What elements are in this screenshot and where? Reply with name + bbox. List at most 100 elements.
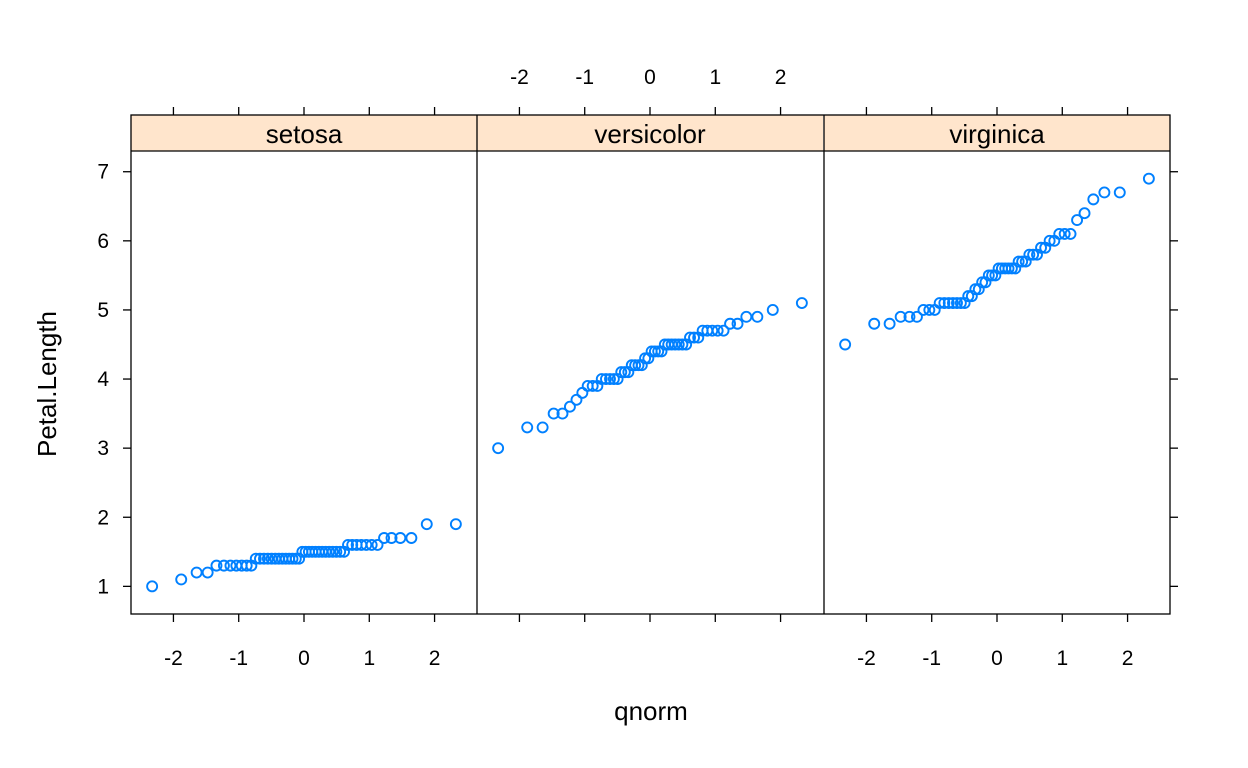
data-point (1005, 262, 1018, 275)
data-point (635, 359, 648, 372)
data-point (629, 359, 642, 372)
data-point (1027, 248, 1040, 261)
x-tick-label-top: 1 (709, 66, 721, 89)
data-point (1098, 186, 1111, 199)
data-point (334, 545, 347, 558)
data-point (210, 559, 223, 572)
data-point (420, 518, 433, 531)
x-tick-label-bottom: -2 (857, 647, 876, 670)
data-point (240, 559, 253, 572)
y-tick-label: 2 (97, 506, 109, 529)
data-point (986, 269, 999, 282)
data-point (326, 545, 339, 558)
data-point (894, 310, 907, 323)
data-point (711, 324, 724, 337)
data-point (766, 303, 779, 316)
data-point (917, 303, 930, 316)
data-point (604, 373, 616, 385)
x-tick-label-top: 2 (775, 66, 787, 89)
data-point (979, 276, 992, 289)
data-point (492, 442, 505, 455)
x-axis-title: qnorm (614, 696, 688, 726)
data-point (556, 407, 569, 420)
data-point (293, 552, 306, 565)
data-point (942, 297, 955, 309)
data-point (190, 566, 203, 579)
data-point (1023, 248, 1036, 261)
x-tick-label-top: 0 (644, 66, 656, 89)
data-point (938, 297, 951, 309)
panel-virginica: virginica (824, 115, 1170, 351)
data-point (622, 366, 635, 379)
data-point (618, 366, 631, 379)
y-tick-label: 1 (97, 575, 109, 598)
data-point (323, 545, 336, 558)
y-tick-label: 6 (97, 230, 109, 253)
data-point (740, 310, 753, 323)
data-point (1043, 234, 1056, 247)
data-point (669, 338, 682, 351)
x-tick-label-bottom: -1 (229, 647, 248, 670)
x-tick-label-top: -1 (575, 66, 594, 89)
data-point (923, 303, 936, 316)
data-point (1016, 255, 1029, 268)
data-point (1113, 186, 1126, 199)
data-point (1012, 255, 1025, 268)
data-point (1071, 214, 1084, 227)
data-point (201, 566, 214, 579)
y-tick-label: 3 (97, 437, 109, 460)
data-point (146, 580, 159, 593)
data-point (642, 352, 655, 365)
data-point (394, 532, 407, 544)
data-point (1053, 227, 1066, 240)
data-point (868, 317, 881, 330)
data-point (595, 373, 608, 385)
data-point (1058, 227, 1071, 240)
y-tick-label: 7 (97, 161, 109, 184)
data-point (958, 297, 971, 309)
data-point (1035, 241, 1047, 254)
data-point (611, 373, 624, 385)
data-point (289, 552, 302, 565)
data-point (639, 352, 652, 365)
data-point (910, 310, 923, 323)
data-point (254, 552, 266, 565)
data-point (586, 380, 599, 392)
data-point (655, 345, 668, 358)
data-point (632, 359, 645, 372)
data-point (1064, 227, 1077, 240)
data-point (1142, 172, 1155, 185)
data-point (371, 538, 384, 551)
data-point (615, 366, 628, 379)
strip-label: setosa (266, 119, 343, 149)
data-point (982, 269, 995, 282)
data-point (962, 290, 975, 303)
data-point (607, 373, 620, 385)
data-point (330, 545, 343, 558)
strip-background (824, 115, 1170, 151)
data-point (652, 345, 665, 358)
data-point (261, 552, 274, 565)
data-point (576, 386, 589, 399)
data-point (731, 317, 744, 330)
x-tick-label-bottom: -1 (922, 647, 941, 670)
panels-layer: setosa versicolor virginica 1 2 3 4 5 6 7 -2 -1 0 1 2 -… (97, 66, 1178, 670)
data-point (969, 283, 982, 296)
y-tick-label: 5 (97, 299, 109, 322)
data-point (536, 421, 549, 434)
x-tick-label-bottom: -2 (164, 647, 183, 670)
x-tick-label-bottom: 1 (1056, 647, 1068, 670)
data-point (217, 559, 230, 572)
x-tick-label-bottom: 2 (429, 647, 441, 670)
strip-label: versicolor (594, 119, 706, 149)
data-point (1019, 255, 1032, 268)
data-point (883, 317, 896, 330)
data-point (563, 400, 576, 413)
data-point (378, 532, 391, 544)
data-point (405, 532, 418, 544)
data-point (676, 338, 689, 351)
x-tick-label-bottom: 1 (363, 647, 375, 670)
data-point (547, 407, 560, 420)
panel-versicolor: versicolor (477, 115, 823, 455)
